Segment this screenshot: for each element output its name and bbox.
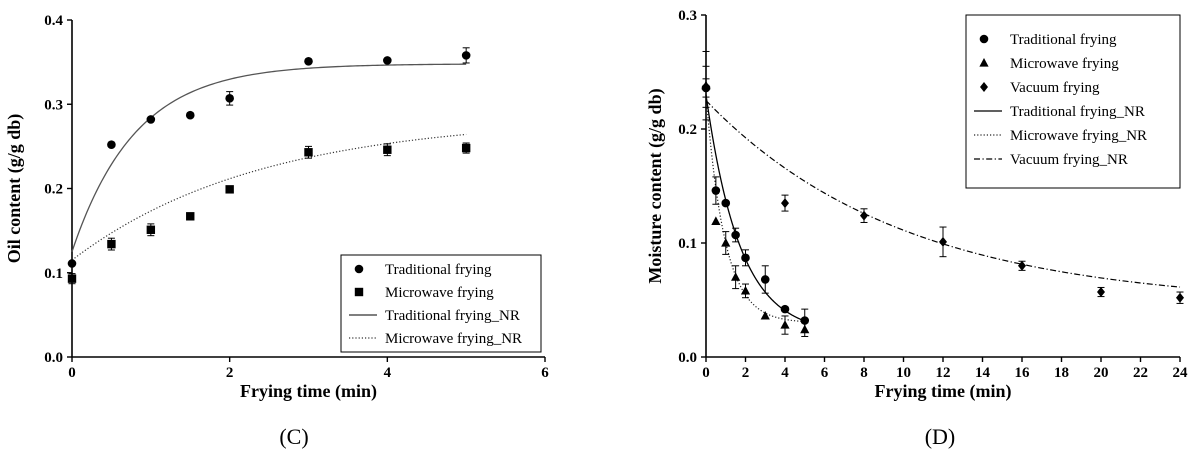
x-tick-label: 16 [1015,365,1031,381]
data-point-vacuum-frying [781,198,789,209]
x-tick-label: 14 [975,365,991,381]
data-point-vacuum-frying [702,81,710,92]
x-tick-label: 4 [781,365,789,381]
legend: Traditional frying Microwave frying Tradit… [340,254,542,353]
y-tick-label: 0.0 [44,350,63,366]
legend-symbol-traditional-frying [354,264,364,274]
data-point-microwave-frying [800,324,810,334]
y-axis-label: Moisture content (g/g db) [645,88,666,283]
fit-curve-traditional-frying-nr [71,63,467,252]
data-point-traditional-frying [107,140,116,149]
x-tick-label: 6 [821,365,829,381]
data-point-traditional-frying [741,253,750,263]
fit-curve-microwave-frying-nr [705,94,805,323]
chart-panel-c: 0 2 4 6 0.0 0.1 0.2 0.3 0.4 Frying time (min) Oil … [4,13,549,449]
data-point-microwave-frying [731,272,741,281]
x-tick-label: 24 [1173,365,1189,381]
data-point-microwave-frying [383,145,392,154]
legend-label-microwave-frying-nr: Microwave frying_NR [385,331,522,347]
y-tick-label: 0.0 [678,350,697,366]
x-tick-label: 2 [742,365,750,381]
x-tick-label: 6 [541,365,549,381]
fit-curve-vacuum-frying-nr [705,100,1181,288]
x-tick-label: 20 [1094,365,1109,381]
data-point-traditional-frying [731,230,740,240]
legend-label-traditional-frying-nr: Traditional frying_NR [1010,104,1145,120]
chart-panel-d: 0 2 4 6 8 10 12 14 16 18 20 22 240.00.10.20.3Frying … [645,8,1188,449]
legend-label-microwave-frying: Microwave frying [385,285,494,301]
x-tick-label: 12 [936,365,951,381]
legend-label-vacuum-frying-nr: Vacuum frying_NR [1010,152,1128,168]
y-tick-label: 0.2 [678,122,697,138]
legend-symbol-microwave-frying [354,287,364,297]
legend-label-microwave-frying: Microwave frying [1010,56,1119,72]
x-tick-label: 22 [1133,365,1148,381]
data-point-microwave-frying [780,320,790,329]
data-point-traditional-frying [304,56,313,66]
x-tick-label: 8 [860,365,868,381]
data-point-microwave-frying [711,216,721,225]
data-point-microwave-frying [186,212,195,221]
data-point-microwave-frying [740,285,751,295]
data-point-traditional-frying [185,110,195,120]
legend: Traditional frying Microwave frying Vacuum… [965,14,1181,189]
data-point-traditional-frying [146,115,156,124]
data-point-microwave-frying [146,225,156,234]
legend-label-traditional-frying-nr: Traditional frying_NR [385,308,520,324]
data-point-traditional-frying [711,186,721,195]
x-axis-label: Frying time (min) [875,381,1012,402]
data-point-microwave-frying [461,143,471,153]
data-point-traditional-frying [461,51,471,60]
data-point-microwave-frying [67,274,77,283]
panel-label: (C) [279,424,308,449]
data-point-traditional-frying [383,56,392,65]
data-point-traditional-frying [67,259,77,268]
legend-box [340,254,542,353]
y-tick-label: 0.1 [44,266,63,282]
data-point-vacuum-frying [939,236,947,247]
x-tick-label: 0 [68,365,76,381]
data-point-traditional-frying [760,275,770,284]
data-point-microwave-frying [304,148,313,157]
data-point-traditional-frying [225,94,234,103]
fit-curve-traditional-frying-nr [705,94,805,322]
x-tick-label: 4 [384,365,392,381]
data-point-vacuum-frying [860,210,868,221]
data-point-microwave-frying [107,239,116,249]
legend-label-vacuum-frying: Vacuum frying [1010,80,1100,96]
data-point-microwave-frying [225,185,234,194]
data-point-microwave-frying [760,310,770,320]
y-tick-label: 0.4 [44,13,63,29]
data-point-vacuum-frying [1097,287,1105,298]
y-tick-label: 0.2 [44,182,63,198]
legend-label-traditional-frying: Traditional frying [1010,32,1117,48]
x-tick-label: 10 [896,365,911,381]
panel-label: (D) [925,424,956,449]
y-axis-label: Oil content (g/g db) [4,114,25,264]
legend-label-traditional-frying: Traditional frying [385,262,492,278]
x-tick-label: 0 [702,365,710,381]
y-tick-label: 0.3 [678,8,697,24]
data-point-vacuum-frying [1176,292,1184,303]
data-point-traditional-frying [721,198,731,208]
x-tick-label: 2 [226,365,234,381]
y-tick-label: 0.1 [678,236,697,252]
x-axis-label: Frying time (min) [240,381,377,402]
legend-symbol-microwave-frying [979,58,989,67]
fit-curve-microwave-frying-nr [71,133,467,261]
x-tick-label: 18 [1054,365,1069,381]
data-point-traditional-frying [780,304,790,314]
legend-label-microwave-frying-nr: Microwave frying_NR [1010,128,1147,144]
data-point-vacuum-frying [1018,260,1026,271]
legend-symbol-vacuum-frying [980,82,988,92]
legend-symbol-traditional-frying [979,34,989,44]
y-tick-label: 0.3 [44,97,63,113]
data-point-microwave-frying [721,238,731,247]
